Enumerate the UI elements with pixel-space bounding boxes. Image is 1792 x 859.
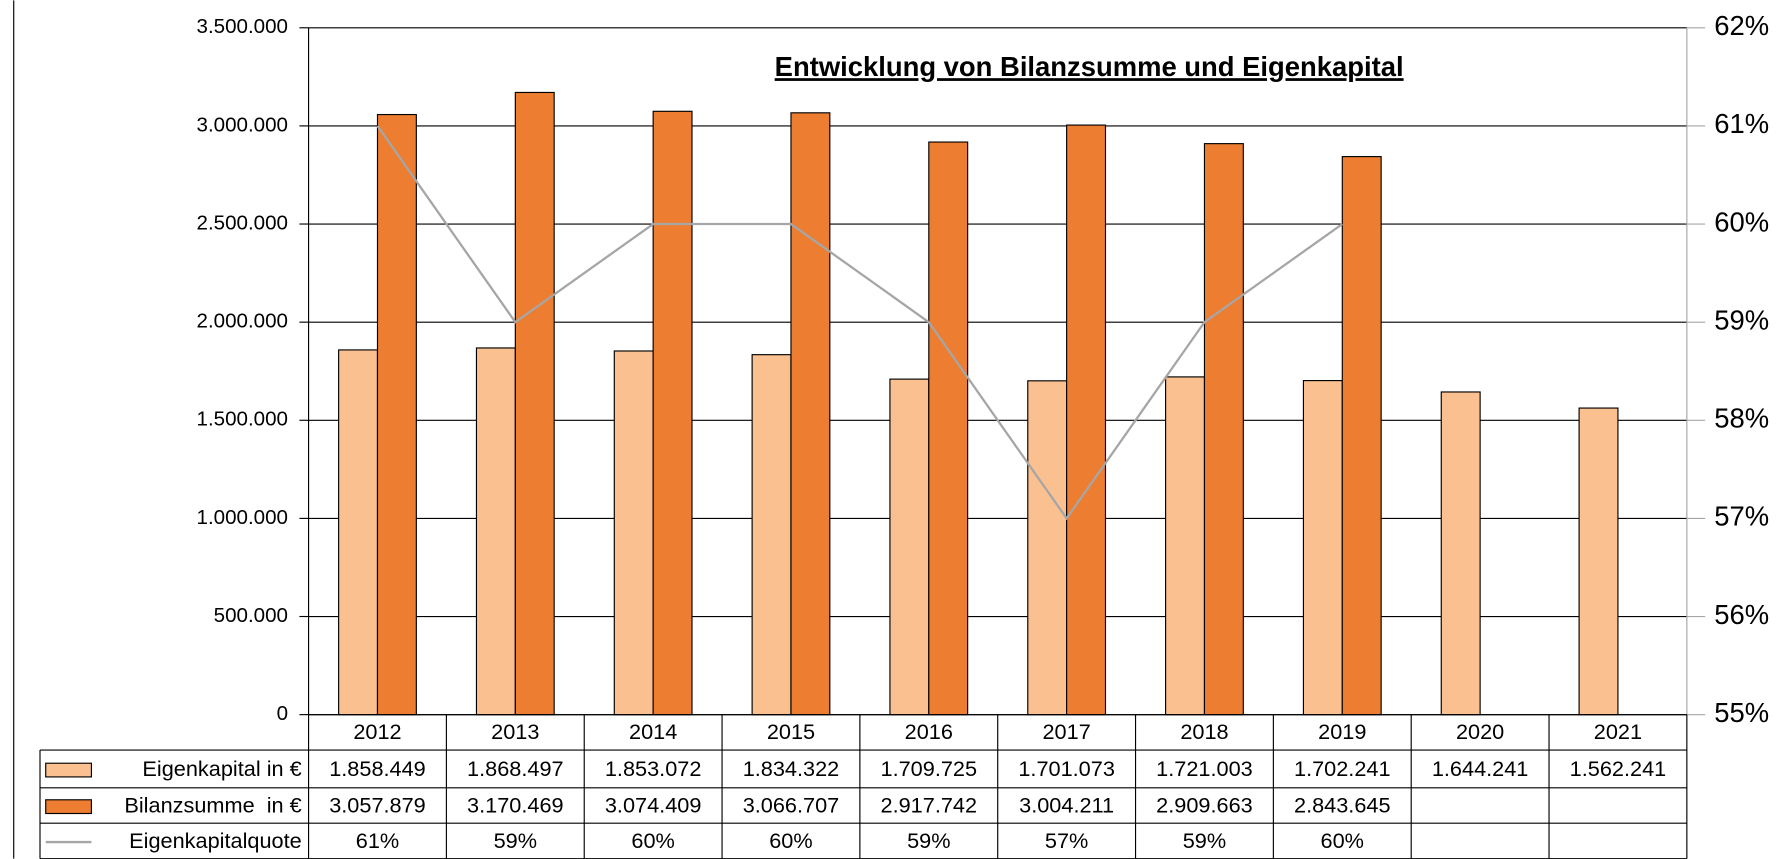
table-value: 59% [494,828,537,853]
y2-tick-label: 59% [1714,304,1769,335]
bar [1203,143,1244,716]
table-value: 57% [1045,828,1088,853]
table-value: 1.853.072 [605,756,702,781]
table-value: 3.004.211 [1019,792,1114,817]
y-tick-label: 1.500.000 [197,408,288,431]
x-tick-label: 2014 [629,719,677,744]
y2-tick-label: 61% [1714,108,1769,139]
bar [1578,407,1619,716]
table-value: 3.074.409 [605,792,702,817]
legend-key [45,799,92,815]
table-value: 61% [356,828,399,853]
table-value: 3.066.707 [743,792,840,817]
y-tick-label: 3.000.000 [197,113,288,136]
x-tick-label: 2016 [905,719,953,744]
bar [1302,380,1343,716]
bar [889,378,930,716]
table-value: 60% [631,828,674,853]
table-value: 60% [1321,828,1364,853]
y2-tick-label: 60% [1714,206,1769,237]
x-tick-label: 2015 [767,719,815,744]
table-value: 60% [769,828,812,853]
x-tick-label: 2013 [491,719,539,744]
table-value: 1.709.725 [881,756,978,781]
bar [652,110,693,716]
y2-tick-label: 57% [1714,501,1769,532]
bar [1066,124,1107,716]
bar [613,350,654,716]
table-value: 1.644.241 [1432,756,1529,781]
bar [376,113,417,716]
y-tick-label: 1.000.000 [197,506,288,529]
bar [1440,391,1481,716]
line-series [376,125,1343,521]
y2-tick-label: 58% [1714,403,1769,434]
bar [338,349,379,716]
bar [1341,156,1382,716]
table-value: 2.917.742 [881,792,978,817]
y-tick-label: 2.000.000 [197,310,288,333]
table-value: 1.834.322 [743,756,840,781]
x-tick-label: 2017 [1042,719,1090,744]
table-value: 1.562.241 [1570,756,1667,781]
table-value: 1.858.449 [329,756,426,781]
y-tick-label: 2.500.000 [197,211,288,234]
y2-tick-label: 62% [1714,10,1769,41]
bar [1027,380,1068,716]
x-tick-label: 2021 [1594,719,1642,744]
table-value: 59% [907,828,950,853]
table-value: 1.721.003 [1156,756,1253,781]
bar [751,354,792,716]
x-tick-label: 2012 [353,719,401,744]
bar [1165,376,1206,716]
table-value: 59% [1183,828,1226,853]
bar [475,347,516,716]
table-value: 3.170.469 [467,792,564,817]
y-tick-label: 3.500.000 [197,15,288,38]
chart-title: Entwicklung von Bilanzsumme und Eigenkap… [775,51,1404,82]
table-value: 3.057.879 [329,792,426,817]
x-tick-label: 2019 [1318,719,1366,744]
bar [928,141,969,716]
legend-label: Eigenkapital in € [142,756,301,781]
table-value: 2.843.645 [1294,792,1391,817]
legend-label: Bilanzsumme in € [124,792,301,817]
bar [790,112,831,716]
y-tick-label: 500.000 [214,604,288,627]
table-value: 1.702.241 [1294,756,1391,781]
table-value: 2.909.663 [1156,792,1253,817]
legend-label: Eigenkapitalquote [129,828,302,853]
x-tick-label: 2018 [1180,719,1228,744]
table-value: 1.701.073 [1018,756,1115,781]
y2-tick-label: 55% [1714,697,1769,728]
y-tick-label: 0 [277,702,288,725]
table-value: 1.868.497 [467,756,564,781]
legend-key [45,762,92,778]
bar [514,91,555,716]
y2-tick-label: 56% [1714,599,1769,630]
x-tick-label: 2020 [1456,719,1504,744]
